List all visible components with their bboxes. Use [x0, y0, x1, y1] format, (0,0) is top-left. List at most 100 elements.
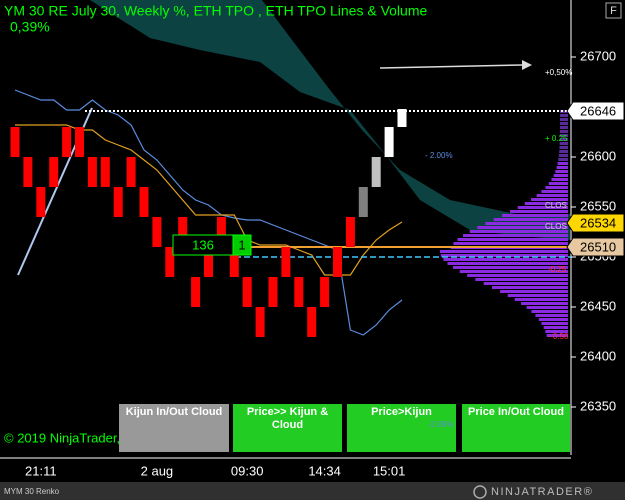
profile-bar — [501, 214, 568, 217]
profile-bar — [491, 286, 568, 289]
annotation: + 0.25 — [545, 134, 568, 143]
counter-box — [232, 234, 252, 256]
profile-bar — [559, 138, 568, 141]
profile-bar — [559, 122, 568, 125]
signal-button-label[interactable]: Price In/Out Cloud — [468, 406, 564, 418]
profile-bar — [541, 190, 568, 193]
renko-brick — [268, 277, 278, 307]
annotation: +0,50% — [545, 68, 572, 77]
counter: 1 — [238, 237, 245, 252]
profile-bar — [521, 302, 568, 305]
y-tick-label: 26400 — [580, 348, 616, 363]
price-tag — [566, 213, 625, 233]
profile-bar — [440, 254, 568, 257]
profile-bar — [477, 226, 568, 229]
renko-brick — [62, 127, 72, 157]
profile-bar — [493, 218, 568, 221]
profile-bar — [546, 334, 568, 337]
profile-bar — [557, 162, 568, 165]
signal-button[interactable] — [462, 404, 570, 452]
signal-button-text[interactable]: Kijun In/Out Cloud — [121, 404, 227, 444]
signal-button-label[interactable]: Price>Kijun — [371, 406, 432, 418]
renko-brick — [36, 187, 46, 217]
renko-brick — [100, 157, 110, 187]
signal-button[interactable] — [347, 404, 456, 452]
logo-icon — [473, 485, 487, 499]
renko-brick — [397, 109, 407, 127]
renko-brick — [307, 307, 317, 337]
logo: NINJATRADER® — [491, 486, 593, 498]
renko-brick — [345, 217, 355, 247]
renko-brick — [229, 247, 239, 277]
profile-bar — [558, 158, 568, 161]
price-tag — [566, 101, 625, 121]
profile-bar — [543, 326, 568, 329]
annotation: CLOS — [545, 222, 567, 231]
renko-brick — [358, 187, 368, 217]
profile-bar — [555, 170, 568, 173]
profile-bar — [514, 298, 568, 301]
renko-brick — [384, 127, 394, 157]
signal-button-text[interactable]: Price In/Out Cloud — [464, 404, 568, 444]
profile-bar — [457, 238, 568, 241]
profile-bar — [559, 150, 568, 153]
profile-bar — [559, 114, 568, 117]
profile-bar — [536, 194, 568, 197]
profile-bar — [469, 230, 568, 233]
menu-button[interactable] — [605, 2, 622, 19]
signal-button-text[interactable]: Price>> Kijun & Cloud — [235, 404, 340, 444]
profile-bar — [531, 310, 568, 313]
x-tick-label: 14:34 — [308, 463, 341, 478]
renko-brick — [87, 157, 97, 187]
x-tick-label: 2 aug — [141, 463, 174, 478]
renko-brick — [152, 217, 162, 247]
copyright: © 2019 NinjaTrader, LLC — [4, 430, 148, 445]
profile-bar — [447, 262, 568, 265]
x-tick-label: 15:01 — [373, 463, 406, 478]
profile-bar — [500, 290, 568, 293]
y-tick-label: 26550 — [580, 198, 616, 213]
profile-bar — [524, 202, 568, 205]
annotation: CLOS — [545, 201, 567, 210]
menu-button-label[interactable]: F — [610, 5, 617, 17]
profile-bar — [510, 210, 568, 213]
annotation: - 2.00% — [425, 151, 453, 160]
signal-button-label[interactable]: Kijun In/Out Cloud — [125, 406, 223, 418]
y-tick-label: 26600 — [580, 148, 616, 163]
renko-brick — [178, 217, 188, 247]
annotation: -0.25 — [548, 265, 567, 274]
renko-brick — [126, 157, 136, 187]
arrow-line — [379, 64, 523, 69]
profile-bar — [443, 258, 568, 261]
signal-button-label[interactable]: Price>> Kijun & Cloud — [246, 406, 329, 431]
button-note: -2.00% — [428, 420, 453, 429]
profile-bar — [559, 146, 568, 149]
price-tag — [566, 237, 625, 257]
y-tick-label: 26450 — [580, 298, 616, 313]
footer-bar — [0, 482, 625, 500]
y-tick-label: 26350 — [580, 398, 616, 413]
profile-bar — [545, 330, 568, 333]
renko-brick — [204, 247, 213, 277]
signal-button-text[interactable]: Price>Kijun — [349, 404, 454, 444]
profile-bar — [538, 318, 568, 321]
x-tick-label: 09:30 — [231, 463, 264, 478]
annotation: - 0.50 — [548, 332, 569, 341]
profile-bar — [559, 142, 568, 145]
profile-bar — [440, 250, 568, 253]
profile-bar — [453, 242, 568, 245]
signal-button[interactable] — [233, 404, 342, 452]
profile-bar — [507, 294, 568, 297]
profile-bar — [526, 306, 568, 309]
renko-brick — [320, 277, 330, 307]
footer-label: MYM 30 Renko — [4, 487, 60, 496]
renko-brick — [75, 127, 84, 157]
profile-bar — [553, 174, 568, 177]
signal-button[interactable] — [119, 404, 229, 452]
renko-brick — [165, 247, 175, 277]
profile-bar — [467, 274, 568, 277]
renko-brick — [113, 187, 123, 217]
price-tag-label: 26646 — [580, 103, 616, 118]
